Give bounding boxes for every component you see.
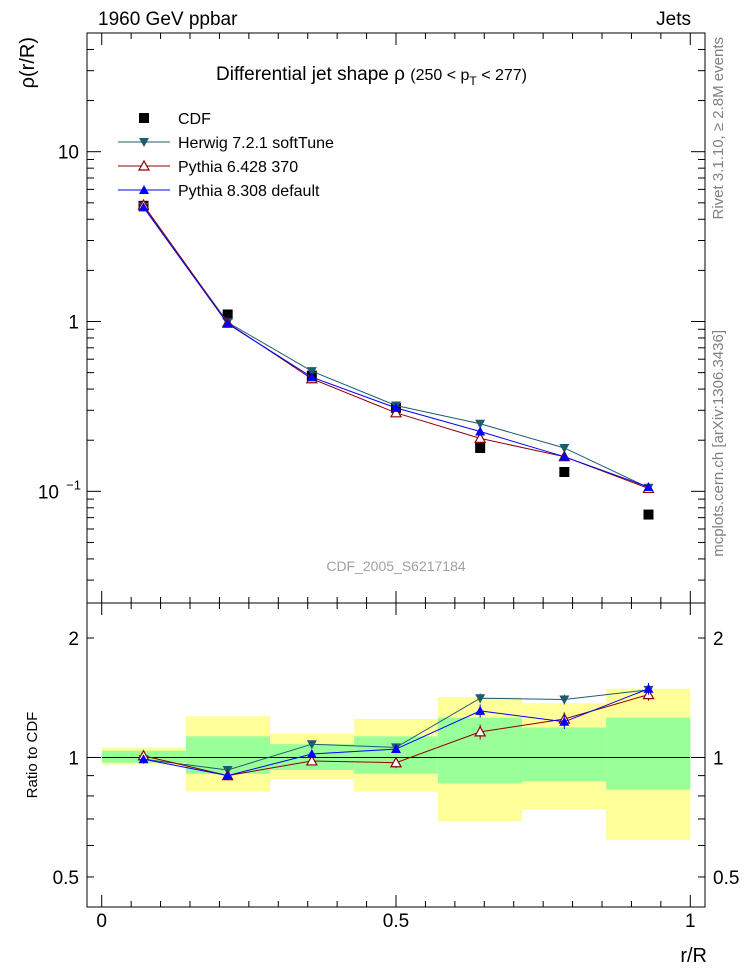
ratio-y-tick-label-right: 0.5 <box>713 868 739 889</box>
legend-marker <box>139 138 149 147</box>
header-left-label: 1960 GeV ppbar <box>98 9 238 30</box>
ratio-point <box>306 749 317 759</box>
legend: CDF Herwig 7.2.1 softTune Pythia 6.428 370… <box>118 111 334 200</box>
ratio-y-tick-label-right: 2 <box>713 629 724 650</box>
data-point <box>474 432 487 443</box>
uncertainty-band-stat <box>521 727 607 782</box>
chart-title: Differential jet shape ρ (250 < pT < 277… <box>216 64 527 88</box>
data-point <box>475 442 486 453</box>
ratio-point <box>475 694 486 704</box>
ratio-point <box>643 683 654 693</box>
ratio-point <box>222 770 233 780</box>
legend-marker <box>137 159 151 171</box>
legend-marker <box>139 113 149 123</box>
y-axis-label: ρ(r/R) <box>17 37 39 88</box>
y-tick-label: 10 <box>38 482 59 503</box>
data-point <box>391 402 401 412</box>
ratio-y-axis-label: Ratio to CDF <box>24 712 41 799</box>
ratio-point <box>306 740 317 750</box>
legend-label: Pythia 6.428 370 <box>178 159 298 176</box>
y-tick-label-exponent: −1 <box>66 477 81 492</box>
legend-item: CDF <box>139 111 211 128</box>
x-tick-label: 0.5 <box>383 911 409 932</box>
watermark-analysis-id: CDF_2005_S6217184 <box>326 558 466 574</box>
series-pythia-8-308-default <box>138 202 654 492</box>
ratio-y-tick-label-right: 1 <box>713 748 724 769</box>
y-tick-label: 1 <box>68 313 79 334</box>
ratio-point <box>389 756 403 768</box>
ratio-point <box>475 705 486 715</box>
main-plot-area <box>87 33 705 603</box>
chart-title-subscript: T <box>469 74 477 88</box>
chart-title-rho: ρ <box>394 64 410 85</box>
chart-title-main: Differential jet shape <box>216 64 394 85</box>
ratio-point <box>559 716 570 726</box>
data-point <box>475 419 486 429</box>
data-point <box>222 318 233 328</box>
ratio-y-tick-label: 2 <box>68 629 79 650</box>
data-point <box>643 509 654 520</box>
ratio-point <box>474 725 487 737</box>
header-right-label: Jets <box>656 9 691 30</box>
data-point <box>306 367 317 377</box>
mcplots-label: mcplots.cern.ch [arXiv:1306.3436] <box>710 330 727 557</box>
uncertainty-band-stat <box>606 717 691 790</box>
ratio-point <box>305 754 318 766</box>
data-point <box>475 426 486 436</box>
data-point <box>306 372 317 382</box>
legend-marker <box>139 185 149 194</box>
legend-item: Pythia 6.428 370 <box>118 159 298 176</box>
data-point <box>643 482 654 492</box>
x-tick-label: 0 <box>96 911 107 932</box>
legend-label: Pythia 8.308 default <box>178 183 320 200</box>
ratio-point <box>559 695 570 705</box>
data-point <box>389 406 403 418</box>
y-tick-label: 10 <box>58 143 79 164</box>
main-panel: CDF_2005_S6217184 10 1 10 −1 ρ(r/R) Differenti… <box>17 32 706 604</box>
legend-item: Herwig 7.2.1 softTune <box>118 135 334 152</box>
data-point <box>138 202 149 212</box>
ratio-point <box>391 744 401 754</box>
x-tick-label: 1 <box>685 911 696 932</box>
data-point <box>559 466 570 477</box>
ratio-panel: 2 2 1 1 0.5 0.5 0 0.5 1 Ratio to CDF r/R <box>24 602 739 967</box>
data-point <box>559 443 570 453</box>
ratio-y-tick-label: 1 <box>68 748 79 769</box>
x-axis-label: r/R <box>680 945 707 967</box>
legend-label: CDF <box>178 111 211 128</box>
legend-item: Pythia 8.308 default <box>118 183 320 200</box>
rivet-version-label: Rivet 3.1.10, ≥ 2.8M events <box>710 37 727 220</box>
chart-title-range: (250 < p <box>410 67 469 84</box>
ratio-point <box>138 754 149 764</box>
data-point <box>559 451 570 461</box>
ratio-y-tick-label: 0.5 <box>53 868 79 889</box>
ratio-series-pythia-8-308-default <box>138 683 654 780</box>
data-point <box>222 309 233 320</box>
chart-title-range-end: < 277) <box>477 67 527 84</box>
legend-label: Herwig 7.2.1 softTune <box>178 135 334 152</box>
